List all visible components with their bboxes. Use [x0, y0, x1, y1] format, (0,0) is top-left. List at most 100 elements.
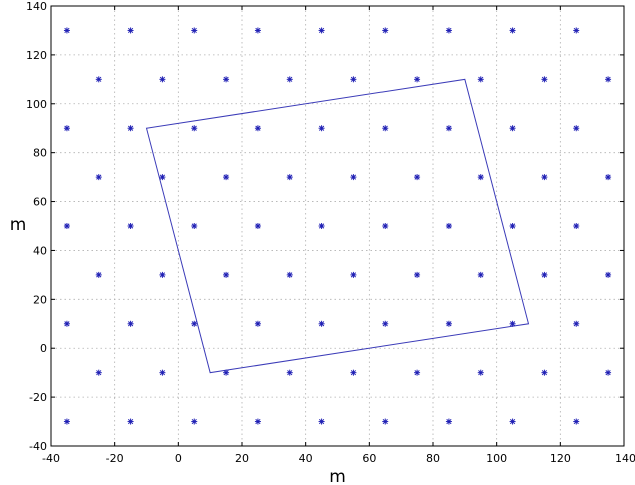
data-point	[445, 27, 452, 34]
data-point	[286, 271, 293, 278]
y-axis-label: m	[10, 215, 27, 235]
data-point	[509, 125, 516, 132]
data-point	[350, 76, 357, 83]
data-point	[95, 271, 102, 278]
plot-frame	[50, 5, 625, 447]
data-point	[445, 223, 452, 229]
data-point	[223, 174, 230, 181]
data-point	[286, 76, 293, 83]
data-point	[509, 418, 516, 425]
y-tick-label: 100	[26, 98, 47, 111]
data-point	[286, 174, 293, 181]
data-point	[223, 369, 230, 376]
y-tick-label: 0	[40, 342, 47, 355]
data-point	[223, 271, 230, 278]
data-point	[191, 320, 198, 327]
data-point	[318, 320, 325, 327]
data-point	[382, 223, 389, 229]
data-point	[414, 271, 421, 278]
data-point	[127, 27, 134, 34]
data-point	[254, 418, 261, 425]
data-point	[223, 76, 230, 83]
data-point	[573, 27, 580, 34]
y-tick-label: 140	[26, 0, 47, 13]
data-point	[477, 271, 484, 278]
data-point	[95, 76, 102, 83]
data-point	[63, 27, 70, 34]
data-point	[286, 369, 293, 376]
data-point	[254, 223, 261, 229]
data-point	[350, 174, 357, 181]
data-point	[159, 76, 166, 83]
data-point	[159, 174, 166, 181]
data-point	[95, 369, 102, 376]
points-layer	[63, 27, 612, 425]
data-point	[127, 418, 134, 425]
data-point	[127, 125, 134, 132]
data-point	[477, 174, 484, 181]
y-tick-label: 20	[33, 293, 47, 306]
data-point	[159, 271, 166, 278]
data-point	[509, 223, 516, 229]
data-point	[509, 320, 516, 327]
data-point	[605, 369, 612, 376]
data-point	[63, 223, 70, 229]
x-tick-label: 100	[486, 452, 507, 465]
y-tick-labels: -40 -20 0 20 40 60 80 100 120 140	[26, 0, 624, 453]
data-point	[95, 174, 102, 181]
polygon-layer	[145, 78, 530, 374]
data-point	[382, 27, 389, 34]
data-point	[605, 76, 612, 83]
data-point	[573, 418, 580, 425]
x-tick-label: 80	[426, 452, 440, 465]
x-tick-label: 20	[235, 452, 249, 465]
x-tick-label: 40	[299, 452, 313, 465]
x-tick-label: 140	[615, 452, 635, 465]
x-tick-label: 120	[550, 452, 571, 465]
data-point	[350, 369, 357, 376]
data-point	[254, 320, 261, 327]
data-point	[191, 27, 198, 34]
x-tick-labels: -40 -20 0 20 40 60 80 100 120 140	[42, 6, 635, 465]
y-tick-label: 60	[33, 196, 47, 209]
y-tick-label: 120	[26, 49, 47, 62]
data-point	[382, 320, 389, 327]
data-point	[509, 27, 516, 34]
data-point	[445, 320, 452, 327]
data-point	[414, 76, 421, 83]
data-point	[191, 125, 198, 132]
x-tick-label: -40	[42, 452, 60, 465]
data-point	[605, 174, 612, 181]
y-tick-label: 40	[33, 244, 47, 257]
x-tick-label: -20	[106, 452, 124, 465]
data-point	[605, 271, 612, 278]
data-point	[477, 369, 484, 376]
data-point	[414, 174, 421, 181]
x-tick-label: 0	[175, 452, 182, 465]
x-tick-label: 60	[362, 452, 376, 465]
x-axis-label: m	[329, 467, 346, 485]
data-point	[382, 418, 389, 425]
data-point	[63, 125, 70, 132]
data-point	[63, 418, 70, 425]
data-point	[318, 125, 325, 132]
data-point	[318, 27, 325, 34]
data-point	[63, 320, 70, 327]
data-point	[350, 271, 357, 278]
data-point	[573, 320, 580, 327]
data-point	[445, 125, 452, 132]
y-tick-label: 80	[33, 147, 47, 160]
data-point	[414, 369, 421, 376]
rotated-square	[145, 78, 530, 374]
data-point	[541, 271, 548, 278]
data-point	[159, 369, 166, 376]
data-point	[541, 76, 548, 83]
data-point	[191, 418, 198, 425]
data-point	[541, 369, 548, 376]
data-point	[127, 223, 134, 229]
data-point	[254, 27, 261, 34]
y-tick-label: -20	[29, 391, 47, 404]
y-tick-label: -40	[29, 440, 47, 453]
data-point	[573, 223, 580, 229]
